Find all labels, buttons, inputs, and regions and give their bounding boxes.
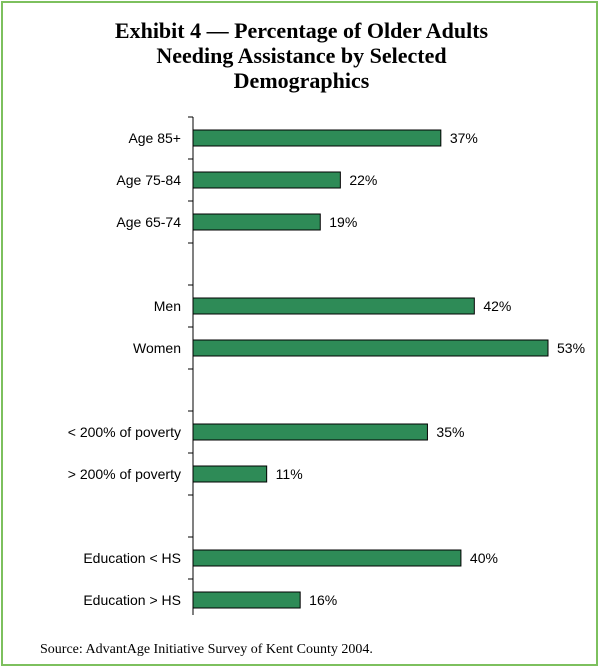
bar bbox=[192, 213, 321, 231]
category-label: Age 75-84 bbox=[116, 172, 181, 188]
bar bbox=[192, 549, 462, 567]
bar bbox=[192, 129, 442, 147]
data-label: 53% bbox=[557, 340, 585, 356]
category-label: Age 85+ bbox=[128, 130, 181, 146]
category-label: < 200% of poverty bbox=[68, 424, 181, 440]
bar bbox=[192, 423, 428, 441]
data-label: 16% bbox=[309, 592, 337, 608]
chart-title-line-1: Exhibit 4 — Percentage of Older Adults bbox=[114, 18, 489, 43]
source-note: Source: AdvantAge Initiative Survey of K… bbox=[40, 642, 373, 657]
category-label: Women bbox=[133, 340, 181, 356]
data-label: 37% bbox=[450, 130, 478, 146]
bar bbox=[192, 591, 301, 609]
category-label: Education < HS bbox=[83, 550, 181, 566]
data-label: 22% bbox=[349, 172, 377, 188]
bar bbox=[192, 465, 268, 483]
bar bbox=[192, 339, 549, 357]
data-label: 42% bbox=[483, 298, 511, 314]
category-label: Age 65-74 bbox=[116, 214, 181, 230]
category-label: Men bbox=[154, 298, 181, 314]
chart-title-line-2: Needing Assistance by Selected bbox=[156, 43, 447, 68]
bar bbox=[192, 297, 475, 315]
data-label: 35% bbox=[436, 424, 464, 440]
data-label: 40% bbox=[470, 550, 498, 566]
data-label: 19% bbox=[329, 214, 357, 230]
data-label: 11% bbox=[276, 466, 303, 482]
chart-title: Exhibit 4 — Percentage of Older Adults N… bbox=[0, 18, 603, 93]
bar bbox=[192, 171, 341, 189]
chart-title-line-3: Demographics bbox=[233, 68, 370, 93]
category-label: > 200% of poverty bbox=[68, 466, 181, 482]
category-label: Education > HS bbox=[83, 592, 181, 608]
